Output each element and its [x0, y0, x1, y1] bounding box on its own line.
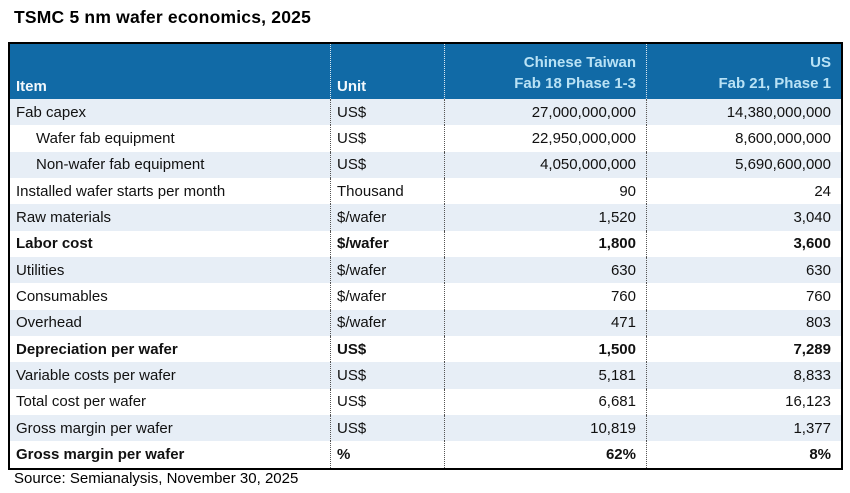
source-note: Source: Semianalysis, November 30, 2025	[14, 470, 299, 487]
table-header-row: Item Unit Chinese Taiwan Fab 18 Phase 1-…	[10, 44, 841, 99]
table-row: Overhead $/wafer 471 803	[10, 309, 841, 337]
table-row: Consumables $/wafer 760 760	[10, 283, 841, 310]
cell-taiwan-value: 62%	[444, 441, 646, 468]
cell-item: Gross margin per wafer	[16, 419, 173, 437]
cell-item: Gross margin per wafer	[16, 446, 185, 464]
cell-us-value: 1,377	[646, 415, 841, 442]
cell-item: Consumables	[16, 288, 108, 306]
cell-item: Wafer fab equipment	[36, 130, 175, 148]
cell-taiwan-value: 760	[444, 283, 646, 310]
cell-us-value: 24	[646, 178, 841, 205]
cell-unit: $/wafer	[330, 230, 444, 258]
column-header-item: Item	[10, 44, 330, 99]
cell-taiwan-value: 10,819	[444, 415, 646, 442]
cell-us-value: 8%	[646, 441, 841, 468]
cell-unit: %	[330, 441, 444, 468]
table-row: Raw materials $/wafer 1,520 3,040	[10, 204, 841, 231]
cell-us-value: 3,040	[646, 204, 841, 231]
cell-item: Raw materials	[16, 209, 112, 227]
cell-us-value: 803	[646, 309, 841, 337]
cell-unit: $/wafer	[330, 204, 444, 231]
column-header-item-label: Item	[16, 78, 47, 95]
table-row: Installed wafer starts per month Thousan…	[10, 178, 841, 205]
table-row: Gross margin per wafer US$ 10,819 1,377	[10, 415, 841, 442]
column-header-taiwan-line1: Chinese Taiwan	[523, 53, 636, 71]
table-row: Depreciation per wafer US$ 1,500 7,289	[10, 336, 841, 363]
cell-unit: US$	[330, 125, 444, 152]
cell-taiwan-value: 4,050,000,000	[444, 151, 646, 179]
cell-item: Utilities	[16, 261, 65, 279]
table-row: Gross margin per wafer % 62% 8%	[10, 441, 841, 468]
cell-taiwan-value: 90	[444, 178, 646, 205]
column-header-unit-label: Unit	[337, 78, 367, 95]
table-row: Utilities $/wafer 630 630	[10, 257, 841, 284]
cell-unit: Thousand	[330, 178, 444, 205]
column-header-us: US Fab 21, Phase 1	[646, 44, 841, 99]
cell-unit: $/wafer	[330, 257, 444, 284]
column-header-taiwan: Chinese Taiwan Fab 18 Phase 1-3	[444, 44, 646, 99]
cell-us-value: 8,833	[646, 362, 841, 389]
cell-taiwan-value: 630	[444, 257, 646, 284]
table-row: Total cost per wafer US$ 6,681 16,123	[10, 388, 841, 416]
cell-item: Fab capex	[16, 103, 87, 121]
cell-us-value: 5,690,600,000	[646, 151, 841, 179]
cell-us-value: 760	[646, 283, 841, 310]
cell-unit: US$	[330, 415, 444, 442]
column-header-us-line1: US	[810, 53, 831, 71]
cell-us-value: 16,123	[646, 388, 841, 416]
cell-taiwan-value: 1,520	[444, 204, 646, 231]
table-row: Fab capex US$ 27,000,000,000 14,380,000,…	[10, 99, 841, 126]
cell-us-value: 8,600,000,000	[646, 125, 841, 152]
cell-us-value: 14,380,000,000	[646, 99, 841, 126]
cell-taiwan-value: 471	[444, 309, 646, 337]
cell-unit: US$	[330, 151, 444, 179]
cell-item: Overhead	[16, 314, 82, 332]
page-title: TSMC 5 nm wafer economics, 2025	[14, 7, 312, 27]
table-row: Labor cost $/wafer 1,800 3,600	[10, 230, 841, 258]
cell-item: Non-wafer fab equipment	[36, 156, 205, 174]
cell-us-value: 7,289	[646, 336, 841, 363]
column-header-us-line2: Fab 21, Phase 1	[718, 75, 831, 93]
cell-taiwan-value: 6,681	[444, 388, 646, 416]
cell-item: Variable costs per wafer	[16, 367, 176, 385]
cell-taiwan-value: 5,181	[444, 362, 646, 389]
table-row: Variable costs per wafer US$ 5,181 8,833	[10, 362, 841, 389]
table-row: Non-wafer fab equipment US$ 4,050,000,00…	[10, 151, 841, 179]
cell-unit: US$	[330, 99, 444, 126]
cell-item: Installed wafer starts per month	[16, 182, 226, 200]
column-header-taiwan-line2: Fab 18 Phase 1-3	[514, 75, 636, 93]
cell-taiwan-value: 22,950,000,000	[444, 125, 646, 152]
cell-taiwan-value: 1,800	[444, 230, 646, 258]
cell-us-value: 630	[646, 257, 841, 284]
cell-us-value: 3,600	[646, 230, 841, 258]
cell-unit: $/wafer	[330, 283, 444, 310]
cell-item: Depreciation per wafer	[16, 340, 178, 358]
cell-unit: US$	[330, 388, 444, 416]
cell-unit: US$	[330, 362, 444, 389]
column-header-unit: Unit	[330, 44, 444, 99]
cell-taiwan-value: 1,500	[444, 336, 646, 363]
cell-item: Labor cost	[16, 235, 93, 253]
cell-unit: $/wafer	[330, 309, 444, 337]
cell-unit: US$	[330, 336, 444, 363]
wafer-economics-table: Item Unit Chinese Taiwan Fab 18 Phase 1-…	[8, 42, 843, 470]
cell-item: Total cost per wafer	[16, 393, 147, 411]
table-row: Wafer fab equipment US$ 22,950,000,000 8…	[10, 125, 841, 152]
cell-taiwan-value: 27,000,000,000	[444, 99, 646, 126]
